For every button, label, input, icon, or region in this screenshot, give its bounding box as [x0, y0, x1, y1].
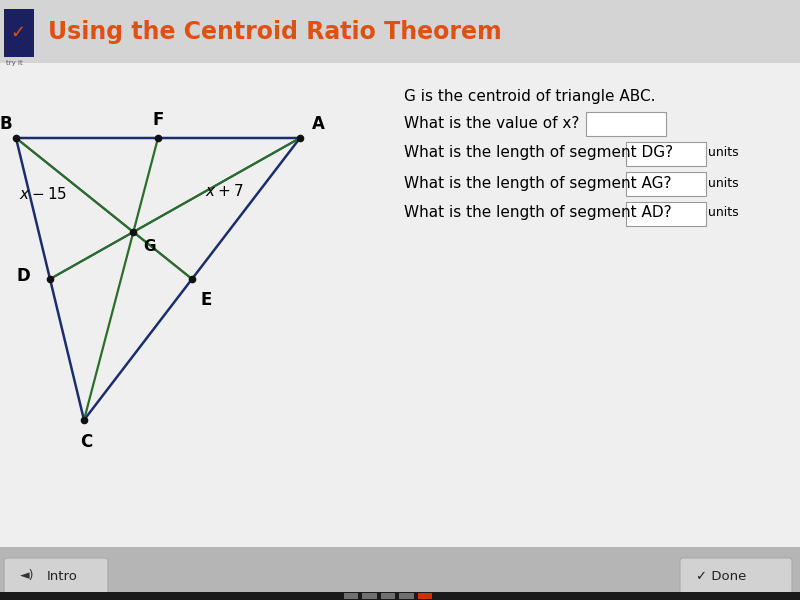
Text: What is the length of segment DG?: What is the length of segment DG? [404, 145, 673, 160]
FancyBboxPatch shape [680, 558, 792, 594]
Text: $x - 15$: $x - 15$ [18, 186, 66, 202]
Text: E: E [200, 291, 211, 309]
Bar [344, 593, 358, 599]
Text: ✓ Done: ✓ Done [696, 569, 746, 583]
FancyBboxPatch shape [4, 558, 108, 594]
Bar [418, 593, 432, 599]
Text: units: units [708, 176, 738, 190]
FancyBboxPatch shape [626, 172, 706, 196]
Bar [4, 9, 34, 57]
Text: G is the centroid of triangle ABC.: G is the centroid of triangle ABC. [404, 88, 655, 103]
Text: try it: try it [6, 60, 23, 66]
Text: units: units [708, 146, 738, 160]
Bar [0, 547, 800, 600]
Text: G: G [143, 239, 155, 254]
Text: ◄): ◄) [20, 569, 34, 583]
Text: Using the Centroid Ratio Theorem: Using the Centroid Ratio Theorem [48, 20, 502, 44]
Text: A: A [312, 115, 325, 133]
FancyBboxPatch shape [586, 112, 666, 136]
Bar [381, 593, 395, 599]
Bar [0, 0, 800, 63]
Bar [0, 63, 800, 549]
Text: units: units [708, 206, 738, 220]
Text: F: F [152, 111, 164, 129]
Text: C: C [80, 433, 92, 451]
Bar [399, 593, 414, 599]
FancyBboxPatch shape [626, 202, 706, 226]
Text: ✓: ✓ [10, 24, 26, 42]
Text: D: D [16, 267, 30, 285]
Text: What is the length of segment AD?: What is the length of segment AD? [404, 205, 672, 220]
Bar [0, 592, 800, 600]
Text: B: B [0, 115, 12, 133]
Text: What is the length of segment AG?: What is the length of segment AG? [404, 176, 671, 191]
FancyBboxPatch shape [626, 142, 706, 166]
Text: Intro: Intro [46, 569, 78, 583]
Text: What is the value of x?: What is the value of x? [404, 115, 579, 130]
Text: $x + 7$: $x + 7$ [206, 183, 244, 199]
Bar [362, 593, 377, 599]
